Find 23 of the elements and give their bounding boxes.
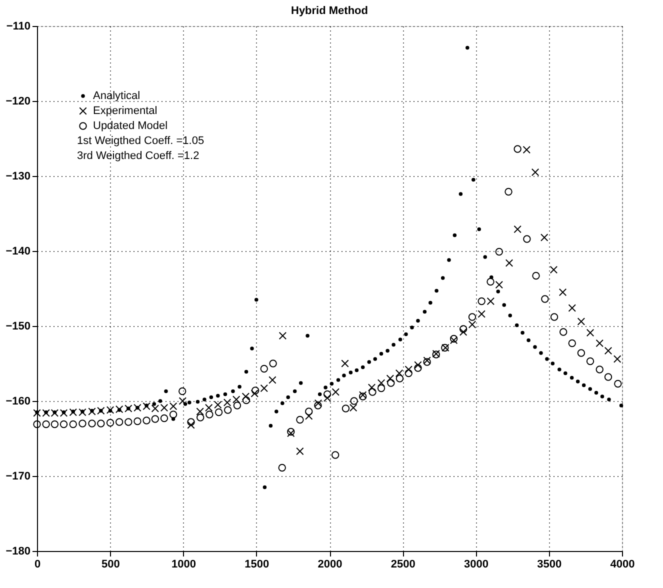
y-tick-label: −120 [6, 96, 30, 108]
x-tick-label: 2000 [318, 558, 342, 570]
y-tick-label: −170 [6, 470, 30, 482]
x-tick-label: 0 [34, 558, 41, 570]
x-tick-label: 1500 [244, 558, 270, 570]
x-tick-label: 3500 [537, 558, 562, 570]
legend-label: Analytical [93, 90, 140, 102]
y-tick-label: −180 [6, 546, 30, 558]
annotation: 1st Weigthed Coeff. =1.05 [77, 135, 204, 147]
chart-title: Hybrid Method [291, 5, 368, 17]
y-tick-label: −160 [6, 396, 30, 408]
y-tick-label: −130 [6, 170, 30, 182]
x-tick-label: 4000 [610, 558, 635, 570]
legend-label: Experimental [93, 105, 158, 117]
legend-label: Updated Model [93, 120, 168, 132]
x-tick-label: 2500 [390, 558, 416, 570]
x-tick-label: 3000 [464, 558, 488, 570]
y-tick-label: −110 [6, 20, 30, 32]
y-tick-label: −150 [6, 320, 30, 332]
annotation: 3rd Weigthed Coeff. =1.2 [77, 150, 200, 162]
x-tick-label: 500 [101, 558, 120, 570]
x-tick-label: 1000 [172, 558, 196, 570]
y-tick-label: −140 [6, 246, 30, 258]
